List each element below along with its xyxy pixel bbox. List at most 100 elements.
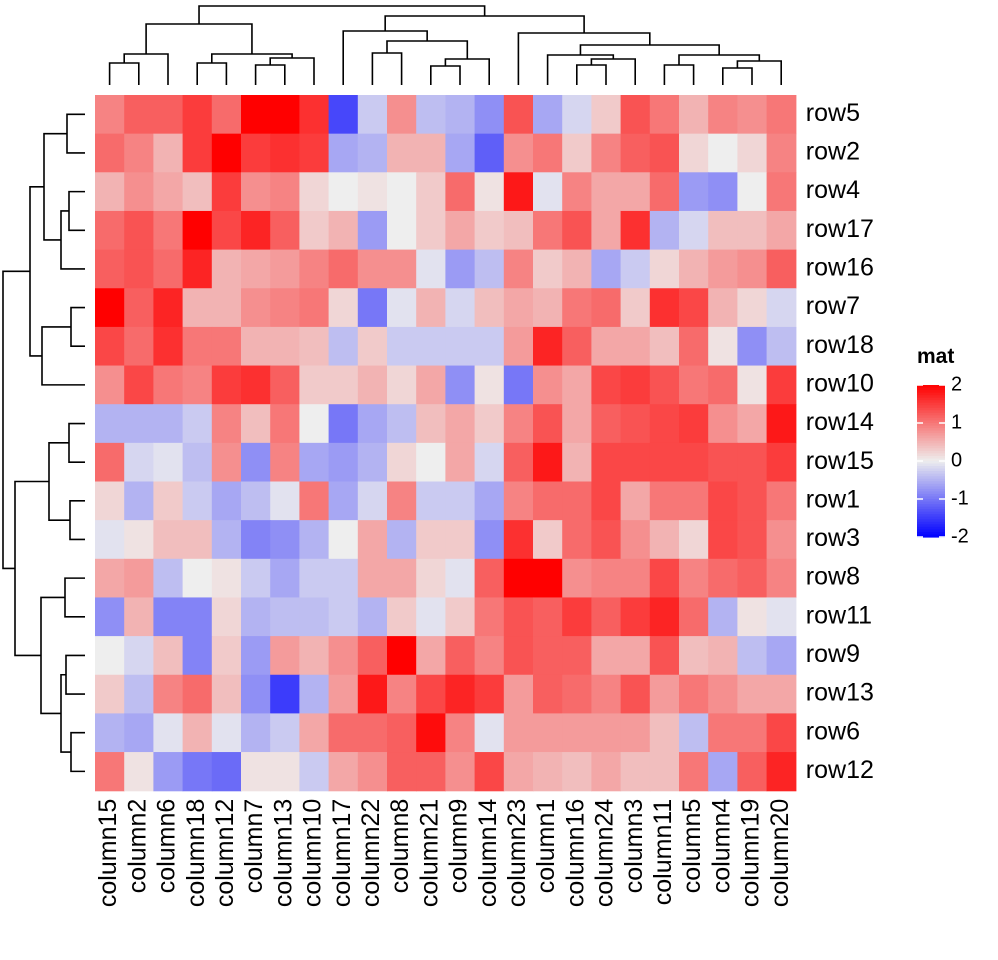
legend-gradient-step [917,506,945,510]
heatmap-cell [562,481,592,521]
legend-gradient-step [917,455,945,460]
heatmap-cell [679,95,709,135]
heatmap-cell [153,636,184,676]
heatmap-cell [182,404,213,444]
heatmap-cell [95,558,125,599]
heatmap-cell [737,713,768,753]
heatmap-cell [299,95,330,135]
heatmap-cell [416,713,446,753]
heatmap-cell [445,365,476,405]
heatmap-cell [503,172,534,212]
heatmap-cell [679,326,709,367]
heatmap-cell [270,249,300,289]
heatmap-cell [737,172,768,212]
heatmap-cell [328,520,359,560]
heatmap-cell [708,636,738,676]
dendrogram-branch [60,210,85,270]
heatmap-cell [591,133,622,173]
heatmap-cell [270,210,300,251]
heatmap-cell [387,288,417,328]
heatmap-cell [503,752,534,792]
heatmap-cell [241,442,271,483]
heatmap-cell [708,95,738,135]
column-label: column10 [299,799,327,907]
column-label: column14 [474,799,502,907]
heatmap-cell [270,713,300,753]
heatmap-cell [95,404,125,444]
legend-gradient-step [917,415,945,419]
legend-gradient-step [917,496,945,500]
heatmap-cell [124,249,154,289]
heatmap-cell [503,249,534,289]
heatmap-cell [737,597,768,637]
legend-gradient-step [917,486,945,490]
heatmap-cell [270,520,300,560]
dendrogram-branch [579,44,720,55]
heatmap-cell [416,752,446,792]
heatmap-cell [270,597,300,637]
heatmap-cell [708,288,738,328]
legend-ticks: 2 1 0 -1 -2 [917,373,969,547]
row-label: row12 [806,756,874,784]
heatmap-cell [182,597,213,637]
heatmap-cell [95,95,125,135]
heatmap-cell [533,520,563,560]
heatmap-cell [153,288,184,328]
dendrogram-branch [41,326,85,386]
dendrogram-branch [108,62,140,85]
legend-gradient-step [917,488,945,492]
heatmap-cell [328,442,359,483]
heatmap-cell [766,326,797,367]
heatmap-cell [270,172,300,212]
heatmap-cell [562,326,592,367]
heatmap-cell [649,597,680,637]
heatmap-cell [328,636,359,676]
heatmap-cell [124,520,154,560]
heatmap-cell [95,288,125,328]
heatmap-cell [620,713,651,753]
heatmap-cell [153,752,184,792]
heatmap-cell [562,95,592,135]
heatmap-cell [649,210,680,251]
heatmap-cell [357,365,388,405]
heatmap-cell [679,133,709,173]
heatmap-cell [591,713,622,753]
heatmap-cell [445,520,476,560]
heatmap-cell [708,752,738,792]
heatmap-cell [503,520,534,560]
heatmap-cell [416,249,446,289]
heatmap-cell [503,558,534,599]
column-labels: column15 column2 column6 column18 column12 co… [94,799,794,907]
column-label: column9 [445,799,473,894]
legend-gradient-step [917,395,945,399]
legend-tick-label: 0 [951,449,962,471]
heatmap-cell [766,713,797,753]
heatmap-cell [95,172,125,212]
heatmap-cell [708,210,738,251]
heatmap-cell [95,674,125,714]
legend-tick-label: 1 [951,411,962,433]
heatmap-cell [649,288,680,328]
heatmap-cell [124,713,154,753]
heatmap-cell [591,172,622,212]
heatmap-cell [357,674,388,714]
heatmap-cell [737,442,768,483]
heatmap-cell [591,520,622,560]
heatmap-cell [241,172,271,212]
heatmap-cell [474,249,505,289]
heatmap-cell [387,752,417,792]
row-label: row13 [806,679,874,707]
heatmap-cell [679,558,709,599]
row-label: row1 [806,485,860,513]
heatmap-cell [357,172,388,212]
legend-gradient-step [917,481,945,485]
heatmap-cell [620,442,651,483]
heatmap-cell [182,95,213,135]
row-label: row6 [806,717,860,745]
heatmap-cell [211,172,242,212]
heatmap-cell [620,210,651,251]
heatmap-cell [737,520,768,560]
heatmap-cell [328,404,359,444]
heatmap-cell [533,752,563,792]
row-label: row15 [806,447,874,475]
